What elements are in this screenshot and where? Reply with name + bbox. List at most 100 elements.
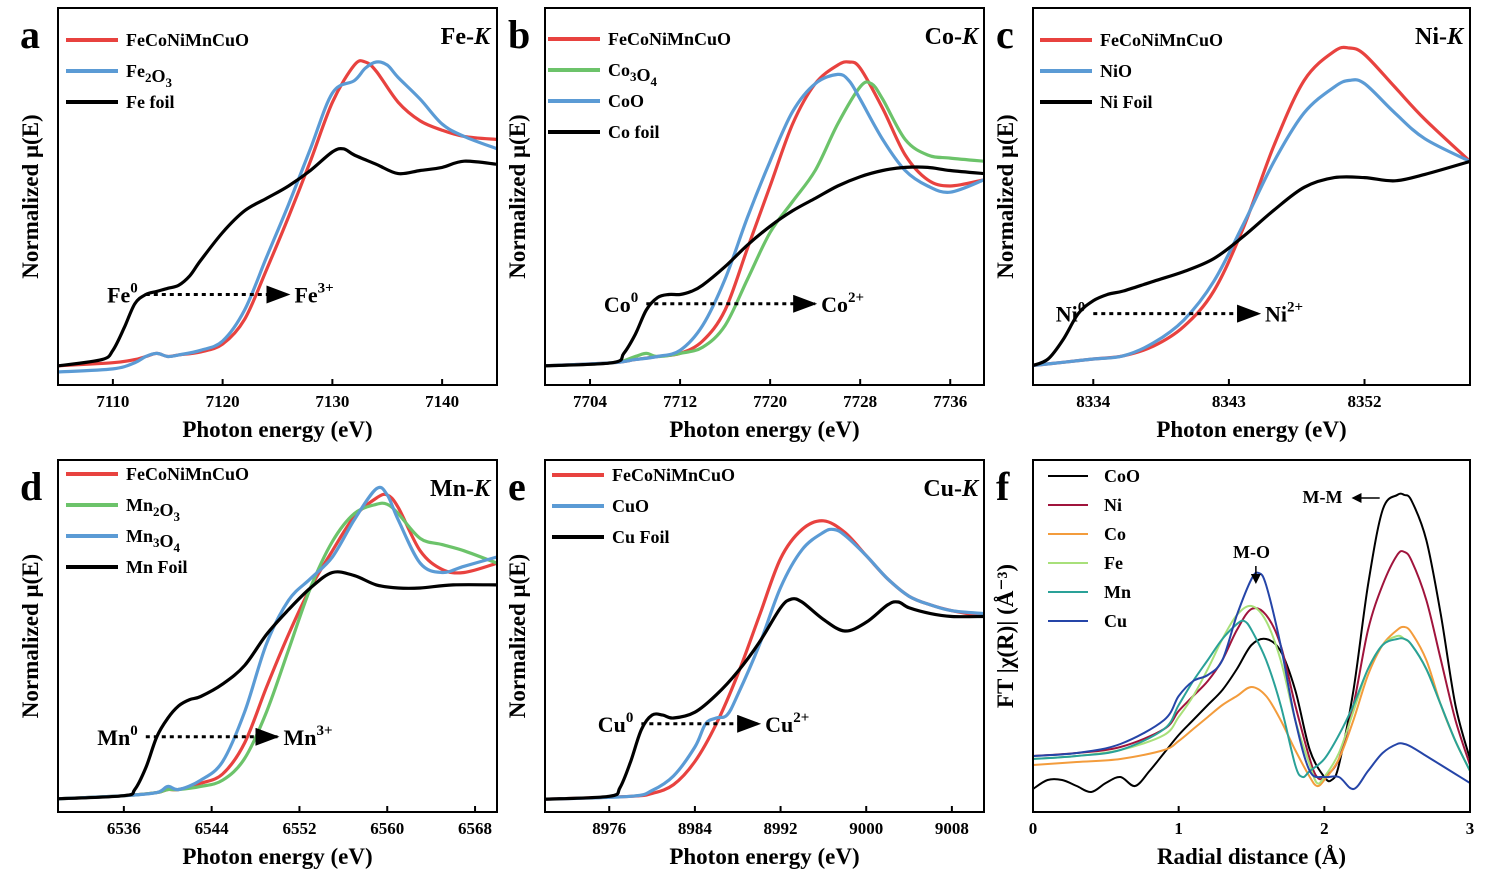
x-tick-label: 7110	[96, 392, 129, 411]
axes-frame-a	[57, 7, 498, 386]
series-line-a-2	[58, 146, 497, 368]
panel-a: 7110 7120 7130 7140 Photon energy (eV) Normal…	[18, 7, 498, 442]
legend-label: Cu	[1104, 611, 1127, 631]
axes-frame-e	[544, 459, 985, 813]
x-tick-label: 7130	[315, 392, 349, 411]
x-tick-label: 8352	[1348, 392, 1382, 411]
legend-label: Cu Foil	[612, 527, 670, 547]
legend-label: Mn3O4	[126, 526, 181, 555]
annotation-from-label: Ni0	[1056, 300, 1086, 327]
series-line-d-1	[58, 501, 497, 801]
plot-area-e	[545, 519, 984, 801]
series-line-f-0	[1033, 492, 1470, 794]
panel-letter-c: c	[996, 12, 1014, 57]
x-tick-label: 9008	[935, 819, 969, 838]
x-tick-label: 7720	[753, 392, 787, 411]
legend-label: Co3O4	[608, 60, 658, 89]
series-line-a-0	[58, 59, 497, 368]
legend-label: CoO	[608, 91, 644, 111]
series-line-f-3	[1033, 604, 1470, 785]
series-line-d-0	[58, 492, 497, 801]
panel-letter-e: e	[508, 464, 526, 509]
series-line-e-1	[545, 527, 984, 801]
plot-area-f	[1033, 492, 1470, 794]
annotation-from-label: Fe0	[107, 281, 138, 308]
axes-frame-b	[544, 7, 985, 386]
series-line-b-2	[545, 72, 984, 368]
x-tick-label: 7728	[843, 392, 877, 411]
legend-label: Mn Foil	[126, 557, 188, 577]
plot-area-d	[58, 485, 497, 801]
peak-label-m-o: M-O	[1233, 542, 1270, 562]
annotation-to-label: Co2+	[821, 290, 864, 317]
plot-area-b	[545, 60, 984, 368]
x-axis-title-c: Photon energy (eV)	[1156, 417, 1346, 442]
oxidation-annotation-d: Mn0 Mn3+	[97, 723, 332, 750]
x-tick-label: 3	[1466, 819, 1475, 838]
x-tick-label: 7140	[425, 392, 459, 411]
legend-label: Fe foil	[126, 92, 174, 112]
legend-label: Mn2O3	[126, 495, 181, 524]
series-line-d-3	[58, 570, 497, 801]
annotation-from-label: Co0	[604, 290, 638, 317]
oxidation-annotation-e: Cu0 Cu2+	[598, 710, 810, 737]
x-axis-title-d: Photon energy (eV)	[182, 844, 372, 869]
edge-title-a: Fe-K	[441, 24, 492, 50]
y-axis-title-a: Normalized μ(E)	[18, 114, 43, 278]
x-tick-label: 7120	[206, 392, 240, 411]
y-axis-title-e: Normalized μ(E)	[505, 554, 530, 718]
annotation-from-label: Mn0	[97, 723, 138, 750]
x-axis-title-e: Photon energy (eV)	[669, 844, 859, 869]
x-tick-label: 8984	[678, 819, 713, 838]
series-line-b-3	[545, 165, 984, 368]
panel-b: 7704 7712 7720 7728 7736 Photon energy (eV) No…	[505, 7, 985, 442]
x-tick-label: 6560	[370, 819, 404, 838]
annotation-to-label: Cu2+	[765, 710, 809, 737]
x-tick-label: 2	[1320, 819, 1329, 838]
x-axis-title-f: Radial distance (Å)	[1157, 844, 1346, 869]
annotation-from-label: Cu0	[598, 710, 634, 737]
series-line-e-2	[545, 597, 984, 801]
x-tick-label: 8976	[592, 819, 626, 838]
legend-e: FeCoNiMnCuO CuO Cu Foil	[552, 465, 735, 547]
y-axis-title-c: Normalized μ(E)	[993, 114, 1018, 278]
series-line-c-1	[1033, 78, 1470, 368]
legend-label: Co	[1104, 524, 1126, 544]
legend-label: FeCoNiMnCuO	[608, 29, 731, 49]
legend-c: FeCoNiMnCuO NiO Ni Foil	[1040, 30, 1223, 112]
x-tick-label: 8343	[1212, 392, 1246, 411]
panel-letter-d: d	[20, 464, 42, 509]
series-line-c-2	[1033, 159, 1470, 368]
panel-d: 6536 6544 6552 6560 6568 Photon energy (eV) No…	[18, 459, 498, 869]
x-tick-label: 8334	[1076, 392, 1111, 411]
legend-label: CoO	[1104, 466, 1140, 486]
legend-label: CuO	[612, 496, 649, 516]
x-tick-label: 6544	[195, 819, 230, 838]
series-line-f-2	[1033, 625, 1470, 788]
x-tick-label: 7712	[663, 392, 697, 411]
panel-letter-f: f	[996, 464, 1010, 509]
x-tick-label: 9000	[849, 819, 883, 838]
axes-frame-c	[1032, 7, 1471, 386]
legend-label: Ni Foil	[1100, 92, 1153, 112]
legend-label: NiO	[1100, 61, 1132, 81]
legend-label: Mn	[1104, 582, 1131, 602]
legend-label: FeCoNiMnCuO	[1100, 30, 1223, 50]
panel-letter-a: a	[20, 12, 40, 57]
edge-title-c: Ni-K	[1415, 24, 1465, 50]
annotation-to-label: Mn3+	[284, 723, 333, 750]
axes-frame-d	[57, 459, 498, 813]
x-axis-title-a: Photon energy (eV)	[182, 417, 372, 442]
legend-label: Co foil	[608, 122, 660, 142]
x-tick-label: 7704	[573, 392, 608, 411]
series-line-f-4	[1033, 619, 1470, 779]
legend-label: Ni	[1104, 495, 1122, 515]
annotation-to-label: Ni2+	[1265, 300, 1303, 327]
panel-letter-b: b	[508, 12, 530, 57]
legend-label: FeCoNiMnCuO	[126, 464, 249, 484]
